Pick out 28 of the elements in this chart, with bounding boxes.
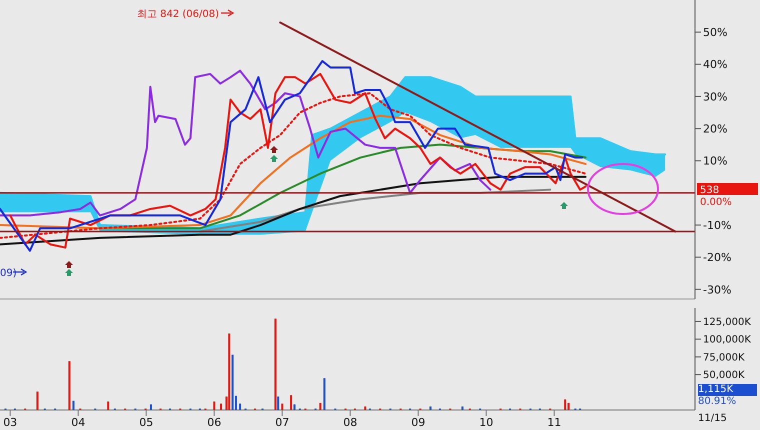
y-tick-label: -20% <box>703 251 732 264</box>
x-tick-label: 06 <box>207 416 222 429</box>
x-tick-label: 09 <box>411 416 426 429</box>
y-tick-label: 125,000K <box>703 317 752 328</box>
x-tick-label: 11 <box>547 416 562 429</box>
x-tick-label: 03 <box>3 416 18 429</box>
text: 11/15 <box>698 413 728 425</box>
x-tick-label: 07 <box>275 416 290 429</box>
text: 80.91% <box>698 396 738 408</box>
text: 1,115K <box>698 384 757 396</box>
x-tick-label: 04 <box>71 416 86 429</box>
x-tick-label: 08 <box>343 416 358 429</box>
text: 538 <box>700 185 720 196</box>
annotation: 09) <box>0 268 17 279</box>
y-tick-label: 10% <box>703 154 728 168</box>
y-tick-label: 75,000K <box>703 352 745 364</box>
y-tick-label: 40% <box>703 58 728 72</box>
x-tick-label: 10 <box>479 416 494 429</box>
annotation: 최고 842 (06/08) <box>136 9 220 20</box>
text: 0.00% <box>700 197 732 208</box>
y-tick-label: 50% <box>703 26 728 40</box>
y-tick-label: -10% <box>703 218 732 232</box>
y-tick-label: -30% <box>703 283 732 296</box>
y-tick-label: 20% <box>703 122 728 136</box>
y-tick-label: 100,000K <box>703 334 752 346</box>
x-tick-label: 05 <box>139 416 154 429</box>
y-tick-label: 30% <box>703 90 728 104</box>
y-tick-label: 50,000K <box>703 370 745 382</box>
